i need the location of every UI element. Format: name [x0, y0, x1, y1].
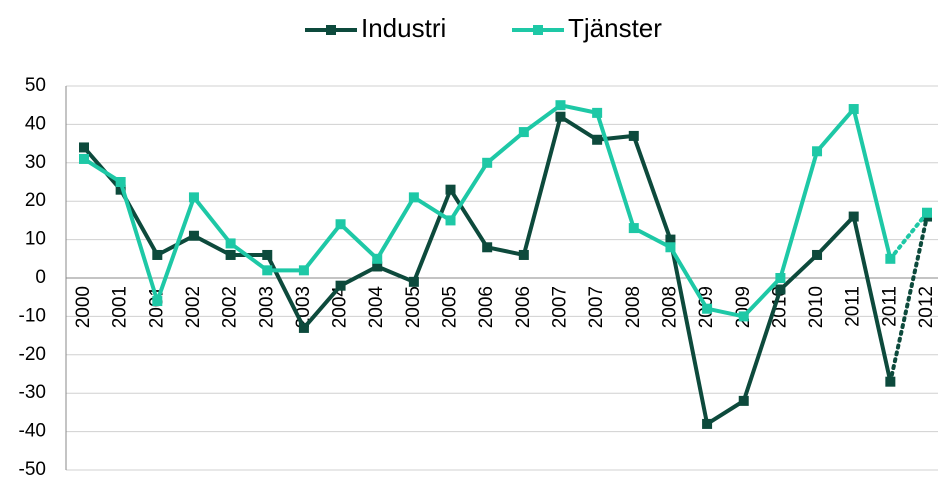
point-marker [152, 249, 163, 260]
x-tick-label: 2006 [513, 286, 534, 328]
point-marker [335, 280, 346, 291]
point-marker [628, 130, 639, 141]
point-marker [848, 211, 859, 222]
point-marker [848, 104, 859, 115]
y-tick-label: 50 [25, 75, 46, 96]
point-marker [592, 107, 603, 118]
point-marker [115, 184, 126, 195]
x-tick-label: 2004 [330, 286, 351, 329]
x-tick-label: 2001 [146, 286, 167, 328]
x-tick-label: 2005 [440, 286, 461, 328]
y-tick-label: -10 [19, 305, 46, 326]
point-marker [482, 242, 493, 253]
legend-label: Industri [361, 13, 446, 43]
x-tick-label: 2003 [256, 286, 277, 328]
point-marker [188, 192, 199, 203]
y-tick-label: 30 [25, 152, 46, 173]
y-tick-label: -30 [19, 382, 46, 403]
x-tick-label: 2002 [220, 286, 241, 328]
y-tick-label: -40 [19, 421, 46, 442]
series-forecast-line [888, 214, 929, 384]
x-tick-label: 2011 [879, 286, 900, 327]
y-tick-label: 0 [35, 267, 46, 288]
point-marker [298, 322, 309, 333]
point-marker [922, 207, 932, 218]
point-marker [738, 395, 749, 406]
point-marker [665, 234, 676, 245]
point-marker [738, 311, 749, 322]
y-tick-label: -50 [19, 459, 46, 479]
x-tick-label: 2002 [183, 286, 204, 328]
x-tick-label: 2004 [366, 286, 387, 329]
point-marker [812, 249, 823, 260]
legend-marker [533, 25, 543, 35]
point-marker [225, 238, 236, 249]
point-marker [408, 276, 419, 287]
point-marker [372, 261, 383, 272]
point-marker [775, 273, 786, 283]
y-tick-label: 20 [25, 190, 46, 211]
point-marker [225, 249, 236, 260]
point-marker [408, 192, 419, 203]
x-tick-label: 2006 [476, 286, 497, 328]
y-tick-label: 40 [25, 113, 46, 134]
x-tick-label: 2000 [73, 286, 94, 328]
point-marker [812, 146, 823, 157]
point-marker [188, 230, 199, 241]
point-marker [885, 376, 896, 387]
x-tick-label: 2008 [623, 286, 644, 328]
point-marker [555, 111, 566, 122]
point-marker [518, 127, 529, 138]
point-marker [628, 223, 639, 234]
x-tick-label: 2012 [916, 286, 937, 328]
x-tick-label: 2007 [549, 286, 570, 328]
point-marker [372, 253, 383, 264]
point-marker [555, 100, 566, 111]
point-marker [518, 249, 529, 260]
x-tick-label: 2007 [586, 286, 607, 328]
point-marker [482, 157, 493, 168]
x-tick-label: 2011 [843, 286, 864, 327]
y-tick-label: -20 [19, 344, 46, 365]
point-marker [665, 242, 676, 253]
x-tick-label: 2010 [769, 286, 790, 328]
y-tick-label: 10 [25, 229, 46, 250]
legend-label: Tjänster [568, 13, 662, 43]
point-marker [885, 253, 896, 264]
x-tick-label: 2008 [659, 286, 680, 328]
point-marker [115, 177, 126, 187]
point-marker [445, 184, 456, 195]
point-marker [775, 284, 786, 295]
x-tick-label: 2001 [110, 286, 131, 328]
point-marker [445, 215, 456, 226]
point-marker [152, 296, 163, 307]
x-tick-label: 2010 [806, 286, 827, 328]
x-tick-label: 2005 [403, 286, 424, 328]
series-line [82, 103, 893, 319]
series-forecast-line [888, 210, 929, 261]
point-marker [592, 134, 603, 145]
point-marker [79, 142, 89, 153]
point-marker [298, 265, 309, 276]
point-marker [702, 303, 713, 314]
point-marker [335, 219, 346, 230]
point-marker [702, 418, 713, 429]
point-marker [262, 249, 273, 260]
point-marker [262, 265, 273, 276]
legend-marker [326, 25, 336, 35]
point-marker [79, 153, 89, 164]
